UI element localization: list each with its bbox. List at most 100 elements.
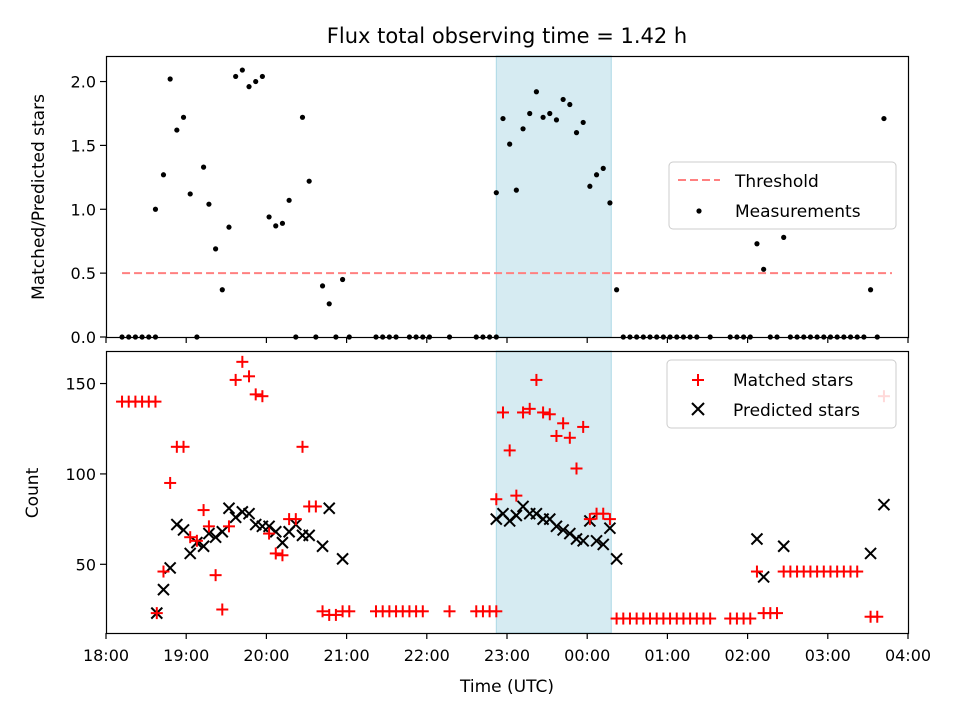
matched-star-point xyxy=(316,605,329,618)
matched-star-point xyxy=(296,440,309,453)
measurement-point xyxy=(580,119,586,126)
predicted-star-point xyxy=(222,502,236,515)
bottom-x-axis: 18:00 19:00 20:00 21:00 22:00 23:00 00:00 01:00… xyxy=(83,633,931,665)
matched-star-point xyxy=(263,527,276,540)
predicted-star-point xyxy=(157,583,170,596)
predicted-star-point xyxy=(590,534,603,548)
predicted-star-point xyxy=(757,570,770,584)
matched-star-point xyxy=(157,565,170,578)
predicted-star-point xyxy=(777,540,790,553)
measurement-point xyxy=(160,172,167,178)
bottom-y-tick-label: 150 xyxy=(65,375,96,394)
matched-star-point xyxy=(149,395,162,408)
predicted-star-point xyxy=(603,521,617,535)
x-tick-label: 18:00 xyxy=(83,646,129,665)
predicted-star-point xyxy=(177,523,190,537)
matched-star-point xyxy=(597,507,610,520)
matched-star-point xyxy=(197,504,210,517)
measurement-point xyxy=(593,172,600,178)
measurement-point xyxy=(326,301,332,307)
x-tick-label: 02:00 xyxy=(725,646,771,665)
measurement-point xyxy=(306,178,312,184)
matched-star-point xyxy=(329,608,342,621)
x-tick-label: 01:00 xyxy=(644,646,690,665)
measurement-point xyxy=(180,114,187,120)
predicted-star-point xyxy=(550,520,563,533)
measurement-point xyxy=(761,266,767,272)
matched-star-point xyxy=(202,520,215,533)
matched-star-point xyxy=(771,607,784,620)
predicted-star-point xyxy=(576,534,590,548)
matched-star-point xyxy=(443,605,456,618)
matched-star-point xyxy=(557,417,570,430)
predicted-star-point xyxy=(877,498,891,511)
bottom-y-tick-label: 100 xyxy=(65,465,96,484)
measurement-point xyxy=(167,76,173,82)
matched-star-point xyxy=(550,429,563,442)
measurement-point xyxy=(547,110,553,117)
measurement-point xyxy=(299,114,306,120)
measurement-point xyxy=(507,141,513,147)
predicted-star-point xyxy=(597,538,610,551)
x-axis-label: Time (UTC) xyxy=(459,677,554,697)
top-y-tick-label: 1.0 xyxy=(71,200,96,219)
matched-star-point xyxy=(150,607,163,620)
predicted-star-point xyxy=(302,529,316,542)
bottom-y-axis: 50 100 150 xyxy=(65,375,106,574)
top-y-tick-label: 0.0 xyxy=(71,328,96,347)
x-tick-label: 20:00 xyxy=(243,646,289,665)
matched-star-point xyxy=(416,605,429,618)
measurement-point xyxy=(286,197,292,203)
predicted-star-point xyxy=(336,552,349,566)
matched-star-point xyxy=(503,444,516,457)
matched-star-point xyxy=(243,370,256,383)
measurement-point xyxy=(614,287,620,293)
matched-star-point xyxy=(209,569,222,582)
legend-predicted-swatch xyxy=(691,402,705,416)
top-y-axis: 0.0 0.5 1.0 1.5 2.0 xyxy=(71,73,106,347)
chart-title: Flux total observing time = 1.42 h xyxy=(327,24,687,48)
predicted-star-point xyxy=(242,507,256,520)
measurement-point xyxy=(253,78,259,85)
measurement-point xyxy=(259,73,265,80)
matched-star-point xyxy=(222,520,235,533)
measurement-point xyxy=(553,117,560,123)
matched-star-point xyxy=(249,388,262,401)
x-tick-label: 04:00 xyxy=(885,646,931,665)
measurement-point xyxy=(754,241,760,247)
predicted-star-point xyxy=(216,525,229,538)
matched-star-point xyxy=(343,605,356,618)
matched-star-point xyxy=(530,373,543,386)
measurement-point xyxy=(213,246,219,252)
measurement-point xyxy=(513,187,519,193)
matched-star-point xyxy=(517,406,530,419)
x-tick-label: 03:00 xyxy=(805,646,851,665)
matched-star-point xyxy=(496,406,509,419)
predicted-star-point xyxy=(184,547,197,560)
predicted-star-point xyxy=(556,523,570,537)
matched-star-point xyxy=(851,565,864,578)
matched-star-point xyxy=(236,355,249,368)
top-y-tick-label: 1.5 xyxy=(71,136,96,155)
matched-star-point xyxy=(490,605,503,618)
top-legend: Threshold Measurements xyxy=(668,161,897,230)
measurement-point xyxy=(781,234,787,240)
top-panel: Flux total observing time = 1.42 h 0.00.… xyxy=(29,24,910,347)
matched-star-point xyxy=(577,420,590,433)
measurement-point xyxy=(600,165,606,171)
matched-star-point xyxy=(750,565,763,578)
x-tick-label: 22:00 xyxy=(404,646,450,665)
predicted-star-point xyxy=(510,509,523,522)
x-tick-label: 21:00 xyxy=(324,646,370,665)
matched-star-point xyxy=(537,406,550,419)
matched-star-point xyxy=(704,612,717,625)
measurement-point xyxy=(206,201,212,207)
bottom-highlight-span xyxy=(495,350,612,634)
legend-measurements-label: Measurements xyxy=(735,202,861,222)
legend-threshold-label: Threshold xyxy=(734,172,819,192)
predicted-star-point xyxy=(316,540,329,553)
measurement-point xyxy=(587,183,593,189)
measurement-point xyxy=(273,223,279,229)
measurement-point xyxy=(560,96,566,103)
